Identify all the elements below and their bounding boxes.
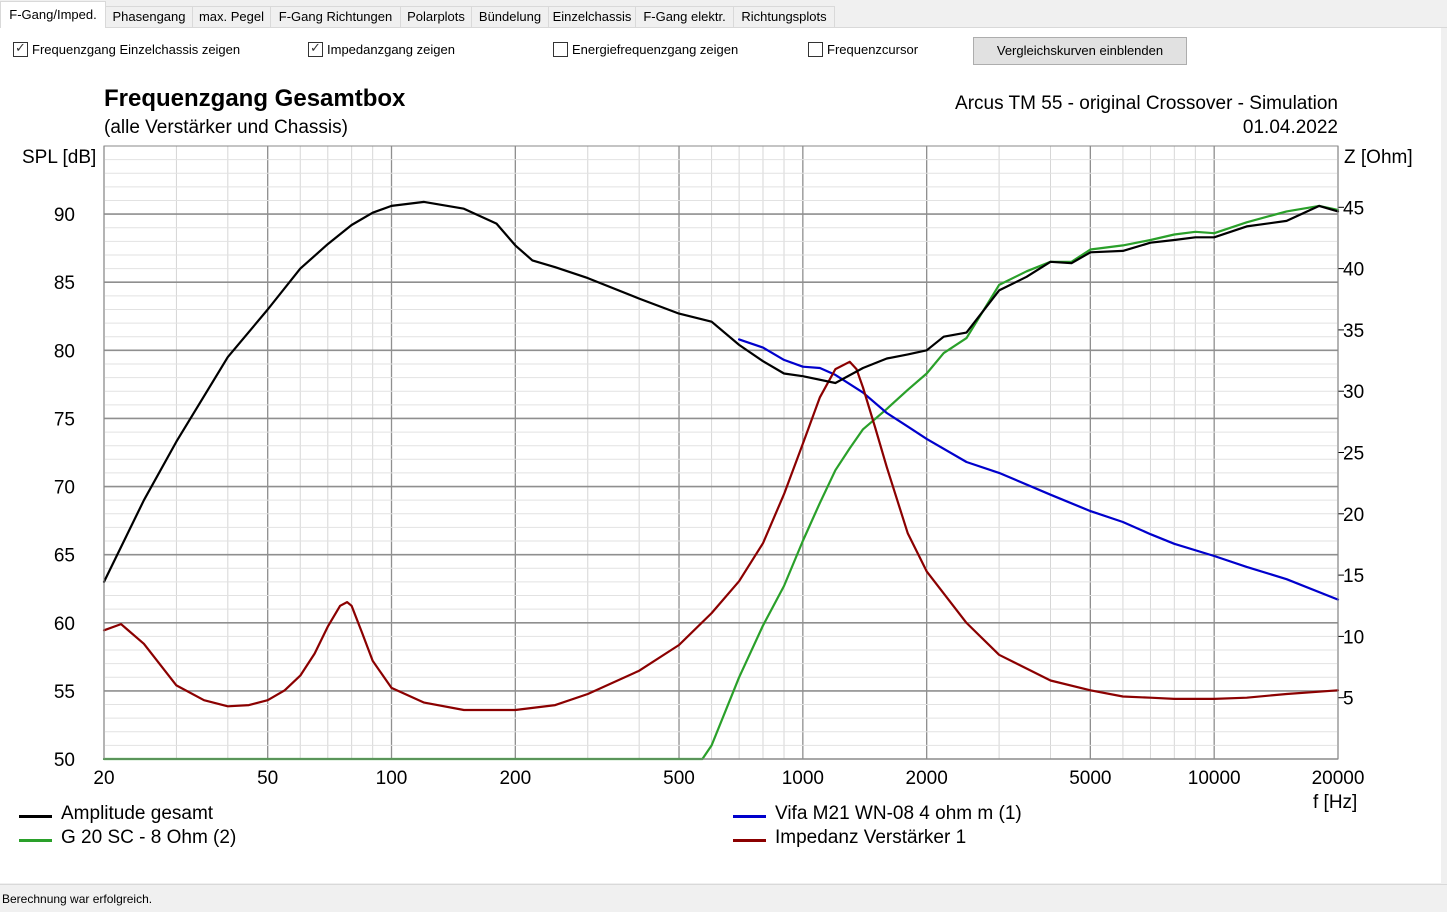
y-right-tick-label: 40: [1343, 260, 1364, 281]
y-right-tick-label: 45: [1343, 198, 1364, 219]
chart-info-line1: Arcus TM 55 - original Crossover - Simul…: [955, 93, 1338, 114]
y-right-tick-label: 25: [1343, 444, 1364, 465]
y-left-tick-label: 75: [54, 409, 75, 430]
option-label: Frequenzgang Einzelchassis zeigen: [32, 42, 241, 57]
checkmark-icon: ✓: [310, 40, 321, 55]
x-axis-label: f [Hz]: [1313, 792, 1357, 813]
tab-bar-divider: [0, 27, 1447, 28]
tab-f-gang-elektr[interactable]: F-Gang elektr.: [635, 6, 734, 27]
window-edge: [1441, 28, 1447, 884]
series-impedanz: [102, 360, 1340, 712]
chart-title: Frequenzgang Gesamtbox: [104, 85, 406, 112]
y-left-tick-label: 65: [54, 546, 75, 567]
y-axis-right-label: Z [Ohm]: [1344, 147, 1413, 168]
frequency-response-chart: Frequenzgang Gesamtbox (alle Verstärker …: [22, 85, 1413, 813]
legend-label: G 20 SC - 8 Ohm (2): [61, 827, 237, 848]
tab-polarplots[interactable]: Polarplots: [400, 6, 472, 27]
x-tick-label: 10000: [1188, 768, 1241, 789]
tab-buendelung[interactable]: Bündelung: [471, 6, 549, 27]
option-label: Impedanzgang zeigen: [327, 42, 455, 57]
legend-swatch: [733, 815, 766, 818]
chart-series: [102, 200, 1340, 761]
y-right-tick-label: 15: [1343, 566, 1364, 587]
compare-curves-button[interactable]: Vergleichskurven einblenden: [973, 37, 1187, 65]
chart-info-line2: 01.04.2022: [1243, 117, 1338, 138]
legend-swatch: [19, 815, 52, 818]
plot-frame: [103, 145, 1339, 760]
legend-swatch: [19, 839, 52, 842]
option-label: Frequenzcursor: [827, 42, 919, 57]
x-tick-label: 2000: [906, 768, 948, 789]
y-left-tick-label: 60: [54, 614, 75, 635]
y-left-tick-label: 80: [54, 341, 75, 362]
y-left-tick-label: 90: [54, 205, 75, 226]
y-axis-left-label: SPL [dB]: [22, 147, 96, 168]
legend-label: Impedanz Verstärker 1: [775, 827, 967, 848]
tab-phasengang[interactable]: Phasengang: [105, 6, 193, 27]
status-bar: Berechnung war erfolgreich.: [0, 884, 1447, 912]
tab-f-gang-richtungen[interactable]: F-Gang Richtungen: [270, 6, 401, 27]
plot-area: [0, 70, 1441, 883]
y-left-tick-label: 85: [54, 273, 75, 294]
y-right-tick-label: 10: [1343, 627, 1364, 648]
legend-label: Amplitude gesamt: [61, 803, 214, 824]
y-right-tick-label: 35: [1343, 321, 1364, 342]
x-tick-label: 500: [663, 768, 695, 789]
chart-ticks: 20 50 100 200 500 1000 2000 5000 10000 20000 50 55 6…: [54, 198, 1365, 789]
checkbox-frequenzgang-einzelchassis[interactable]: ✓: [13, 40, 28, 57]
chart-subtitle: (alle Verstärker und Chassis): [104, 117, 348, 138]
y-right-tick-label: 20: [1343, 505, 1364, 526]
chart-grid: [103, 146, 1339, 760]
x-tick-label: 20000: [1312, 768, 1365, 789]
options-bar: ✓ Frequenzgang Einzelchassis zeigen ✓ Im…: [0, 28, 1447, 70]
status-text: Berechnung war erfolgreich.: [2, 892, 153, 906]
option-label: Energiefrequenzgang zeigen: [572, 42, 739, 57]
legend-swatch: [733, 839, 766, 842]
y-left-tick-label: 70: [54, 478, 75, 499]
checkbox-energiefrequenzgang[interactable]: [553, 42, 568, 57]
y-right-tick-label: 30: [1343, 382, 1364, 403]
x-tick-label: 100: [376, 768, 408, 789]
x-tick-label: 20: [93, 768, 114, 789]
series-g20sc: [102, 204, 1340, 761]
y-left-tick-label: 55: [54, 682, 75, 703]
y-left-tick-label: 50: [54, 750, 75, 771]
tab-einzelchassis[interactable]: Einzelchassis: [548, 6, 636, 27]
checkmark-icon: ✓: [15, 40, 26, 55]
x-tick-label: 200: [499, 768, 531, 789]
tab-max-pegel[interactable]: max. Pegel: [192, 6, 271, 27]
series-vifa-m21: [737, 338, 1340, 601]
x-tick-label: 5000: [1069, 768, 1111, 789]
y-right-tick-label: 5: [1343, 689, 1354, 710]
x-tick-label: 1000: [782, 768, 824, 789]
checkbox-frequenzcursor[interactable]: [808, 42, 823, 57]
x-tick-label: 50: [257, 768, 278, 789]
tab-bar: F-Gang/Imped. Phasengang max. Pegel F-Ga…: [0, 0, 1447, 28]
legend-label: Vifa M21 WN-08 4 ohm m (1): [775, 803, 1022, 824]
tab-f-gang-imped[interactable]: F-Gang/Imped.: [0, 1, 106, 28]
series-amplitude-gesamt: [102, 200, 1340, 583]
tab-richtungsplots[interactable]: Richtungsplots: [733, 6, 835, 27]
checkbox-impedanzgang[interactable]: ✓: [308, 40, 323, 57]
